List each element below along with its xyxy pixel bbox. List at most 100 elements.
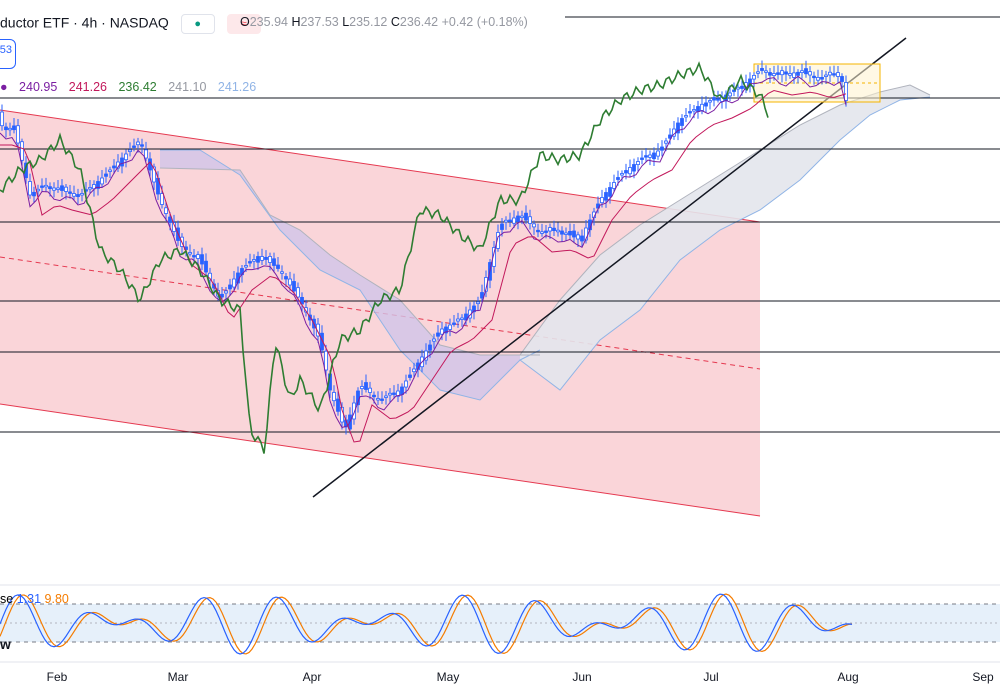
candle-body [160, 193, 164, 205]
candle-body [760, 68, 764, 71]
stoch-label: se [0, 592, 14, 606]
candle-body [256, 256, 260, 263]
candle-body [736, 86, 740, 90]
candle-body [448, 324, 452, 330]
candle-body [276, 264, 280, 269]
candle-body [196, 254, 200, 259]
candle-body [32, 191, 36, 197]
candle-body [728, 92, 732, 97]
candle-body [656, 150, 660, 157]
candle-body [392, 392, 396, 395]
candle-body [100, 177, 104, 185]
candle-body [840, 76, 844, 82]
candle-body [784, 71, 788, 75]
ichimoku-value-span-a: 241.10 [168, 80, 207, 94]
low-value: 235.12 [349, 15, 388, 29]
candle-body [96, 181, 100, 189]
candle-body [800, 70, 804, 73]
candle-body [412, 368, 416, 373]
candle-body [528, 216, 532, 224]
candle-body [652, 152, 656, 160]
candle-body [36, 188, 40, 192]
candle-body [620, 173, 624, 176]
x-label-feb: Feb [46, 670, 68, 684]
candle-body [252, 259, 256, 262]
candle-body [16, 125, 20, 144]
candle-body [444, 326, 448, 334]
indicator-count-chip[interactable]: 53 [0, 39, 16, 69]
candle-body [132, 145, 136, 148]
candle-body [556, 229, 560, 233]
candle-body [436, 332, 440, 337]
candle-body [700, 103, 704, 111]
stoch-d-line [0, 593, 853, 655]
span-a-line [159, 84, 931, 356]
candle-body [796, 71, 800, 76]
candle-body [352, 402, 356, 420]
candle-body [48, 186, 52, 190]
chart-header: ductor ETF · 4h · NASDAQ ● ≈ [0, 14, 261, 34]
candle-body [616, 177, 620, 180]
candle-body [824, 74, 828, 77]
ichimoku-value-base: 241.26 [68, 80, 107, 94]
symbol-title[interactable]: ductor ETF · 4h · NASDAQ [0, 14, 169, 31]
data-status-icon[interactable]: ≈ [226, 14, 261, 34]
candle-body [304, 307, 308, 313]
candle-body [480, 292, 484, 299]
candle-body [684, 115, 688, 118]
channel-lower-line [0, 403, 761, 517]
candle-body [80, 193, 84, 196]
candle-body [704, 102, 708, 107]
candle-body [792, 72, 796, 78]
candle-body [248, 261, 252, 264]
candle-body [676, 122, 680, 134]
candle-body [408, 374, 412, 378]
span-b-line [160, 96, 931, 401]
candle-body [140, 144, 144, 147]
candle-body [496, 232, 500, 249]
candle-body [200, 254, 204, 265]
rising-trendline [312, 37, 907, 498]
open-value: 235.94 [249, 15, 288, 29]
candle-body [688, 111, 692, 114]
ichimoku-value-span-b: 241.26 [217, 80, 257, 94]
candle-body [440, 328, 444, 335]
candle-body [12, 125, 16, 131]
candle-body [288, 278, 292, 286]
close-value: 236.42 [399, 15, 439, 29]
ichimoku-legend: ● 240.95 241.26 236.42 241.10 241.26 [0, 80, 264, 94]
candle-body [144, 149, 148, 159]
candle-body [708, 100, 712, 103]
candle-body [508, 219, 512, 222]
candle-body [764, 70, 768, 73]
candle-body [768, 72, 772, 76]
candle-body [512, 217, 516, 224]
candle-body [396, 390, 400, 397]
candle-body [388, 392, 392, 396]
market-status-dot[interactable]: ● [180, 14, 215, 34]
candle-body [604, 192, 608, 201]
candle-body [804, 68, 808, 75]
candle-body [628, 167, 632, 175]
x-label-jul: Jul [703, 670, 719, 684]
candle-body [476, 301, 480, 305]
candle-body [636, 161, 640, 165]
candle-body [128, 149, 132, 152]
candle-body [136, 141, 140, 146]
candle-body [564, 232, 568, 235]
candle-body [504, 219, 508, 223]
candle-body [324, 350, 328, 371]
ichimoku-value-lagging: 236.42 [118, 80, 157, 94]
candle-body [76, 194, 80, 197]
candle-body [164, 207, 168, 214]
candle-body [428, 344, 432, 351]
stochastic-legend: se 1.31 9.80 [0, 592, 69, 606]
candle-body [108, 169, 112, 172]
candle-body [372, 394, 376, 398]
candle-body [712, 97, 716, 101]
candle-body [552, 227, 556, 232]
base-line [0, 89, 847, 443]
candle-body [836, 72, 840, 77]
ichimoku-value-conversion: 240.95 [19, 80, 58, 94]
